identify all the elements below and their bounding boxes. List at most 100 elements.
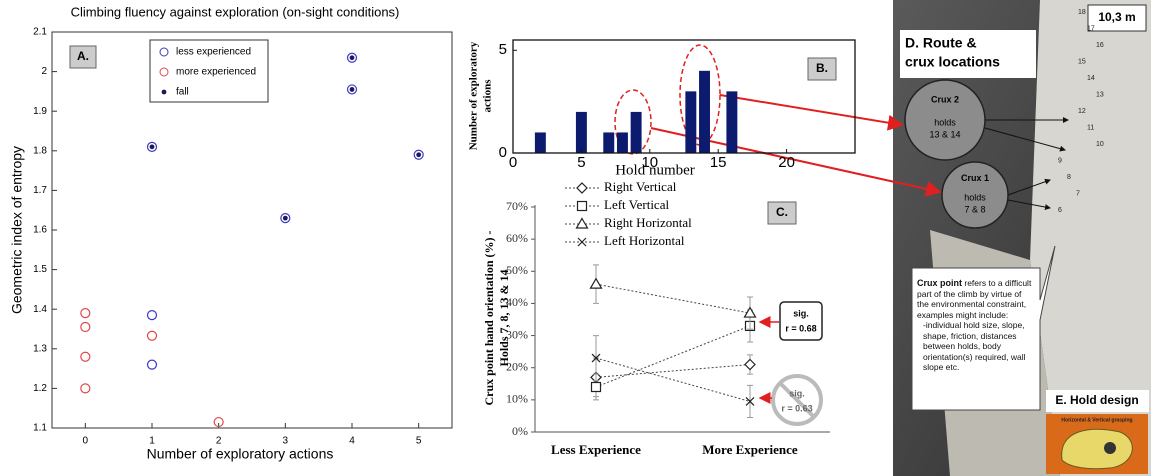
y-tick-label: 1.3	[33, 343, 47, 354]
legend-box	[149, 39, 269, 103]
hold-shape	[1061, 428, 1133, 470]
legend-label: Left Horizontal	[604, 233, 685, 248]
y-tick-label: 30%	[506, 327, 528, 341]
legend-marker	[576, 200, 588, 212]
legend-marker	[577, 237, 587, 247]
y-tick-label: 50%	[506, 263, 528, 277]
chart-title: Climbing fluency against exploration (on…	[71, 4, 400, 19]
panel-label-box	[69, 45, 97, 69]
panel-label: B.	[816, 61, 828, 75]
crux-holds: 13 & 14	[929, 129, 960, 139]
y-tick-label: 40%	[506, 295, 528, 309]
bar	[630, 111, 642, 153]
point	[80, 308, 91, 319]
y-tick-label: 20%	[506, 359, 528, 373]
crux-name: Crux 1	[961, 173, 989, 183]
x-tick-label: 15	[710, 154, 727, 171]
hold-number: 14	[1087, 75, 1095, 82]
x-tick-label: 1	[149, 436, 155, 447]
callout-detail: -individual hold size, slope, shape, fri…	[923, 320, 1026, 372]
y-axis-label: actions	[482, 79, 494, 113]
y-tick-label: 70%	[506, 199, 528, 213]
y-tick-label: 0	[499, 144, 507, 161]
legend-marker	[575, 217, 589, 229]
y-tick-label: 0%	[512, 424, 528, 438]
point	[146, 310, 158, 321]
bar	[699, 70, 710, 153]
x-tick-label: 5	[416, 436, 422, 447]
callout-bubble	[911, 245, 1056, 411]
y-tick-label: 1.8	[33, 145, 47, 156]
point	[349, 55, 355, 61]
panel-label-box	[807, 57, 837, 81]
y-tick-label: 1.7	[33, 185, 47, 196]
crux-circle	[904, 79, 986, 161]
callout-body: refers to a difficult part of the climb …	[917, 278, 1032, 320]
point	[589, 277, 603, 289]
plot-frame	[512, 39, 856, 154]
series-line	[595, 325, 751, 388]
hold-number: 17	[1087, 25, 1095, 32]
hold-number: 11	[1087, 124, 1094, 131]
bar	[616, 132, 628, 153]
point	[743, 306, 757, 318]
callout-text: Crux point refers to a difficult part of…	[917, 278, 1035, 373]
panel-title: D. Route &	[905, 35, 977, 51]
crux-circle	[941, 161, 1009, 229]
hold-number: 10	[1096, 141, 1104, 148]
legend-label: Right Horizontal	[604, 215, 692, 230]
series-line	[595, 364, 751, 378]
height-label: 10,3 m	[1098, 10, 1135, 24]
point	[346, 52, 358, 63]
hold-title-box	[1046, 390, 1149, 412]
crux-holds: holds	[934, 117, 956, 127]
point	[590, 381, 602, 393]
y-tick-label: 2.1	[33, 27, 47, 38]
annotation-slash	[778, 381, 816, 419]
crux-arrow	[1007, 178, 1051, 196]
y-tick-label: 5	[499, 41, 507, 58]
point	[80, 383, 91, 394]
x-tick-label: 20	[778, 154, 795, 171]
hold-number: 6	[1058, 207, 1062, 214]
panel-title: crux locations	[905, 54, 1000, 70]
legend-label: less experienced	[176, 47, 251, 58]
series-line	[595, 283, 751, 314]
y-tick-label: 2	[41, 66, 47, 77]
annotation-text: sig.	[793, 308, 809, 318]
bar	[726, 91, 738, 153]
legend-marker	[159, 67, 169, 77]
y-axis-label: Crux point hand orientation (%) -	[482, 230, 496, 405]
legend-label: Left Vertical	[604, 197, 669, 212]
point	[280, 213, 291, 224]
highlight-ellipse	[614, 89, 652, 155]
x-tick-label: 3	[283, 436, 289, 447]
title-box	[900, 30, 1036, 78]
legend-label: more experienced	[176, 67, 256, 78]
point	[745, 397, 755, 406]
y-tick-label: 1.1	[33, 423, 47, 434]
crux-arrow	[984, 127, 1066, 152]
legend-label: Right Vertical	[604, 179, 677, 194]
bar	[685, 91, 697, 153]
y-tick-label: 1.2	[33, 383, 47, 394]
hold-number: 18	[1078, 9, 1086, 16]
panel-label: A.	[77, 49, 89, 63]
point	[416, 152, 422, 158]
legend-label: fall	[176, 87, 189, 98]
point	[346, 84, 358, 95]
legend-marker	[161, 89, 167, 95]
series-line	[595, 357, 751, 402]
y-tick-label: 1.4	[33, 304, 47, 315]
annotation-text: r = 0.63	[781, 403, 812, 413]
crux-holds: holds	[964, 192, 986, 202]
point	[591, 353, 601, 363]
callout-term: Crux point	[917, 278, 962, 288]
point	[349, 87, 355, 92]
point	[146, 141, 158, 152]
hold-number: 13	[1096, 91, 1104, 98]
point	[80, 321, 91, 333]
hold-bolt	[1104, 442, 1116, 454]
